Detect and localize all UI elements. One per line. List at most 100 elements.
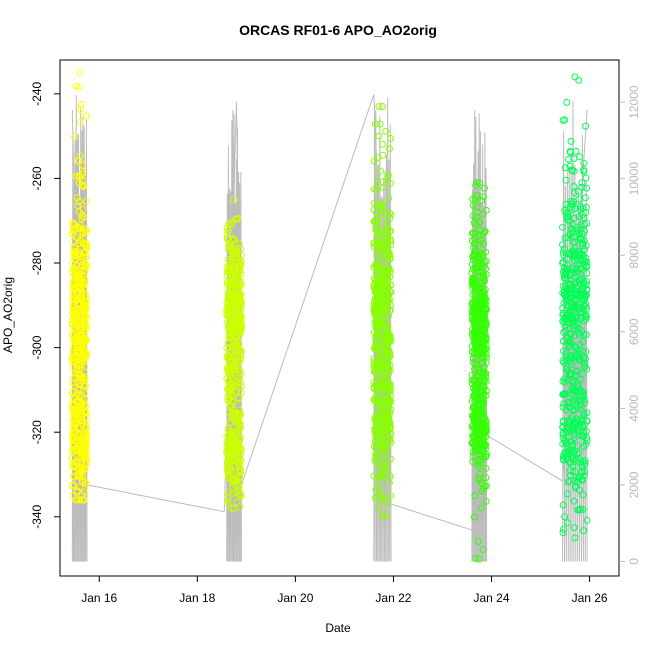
data-point xyxy=(384,324,392,331)
data-point xyxy=(71,369,79,377)
y2-tick-label: 4000 xyxy=(627,395,641,422)
data-point xyxy=(381,261,389,269)
data-point xyxy=(370,363,378,371)
data-point xyxy=(225,395,233,403)
data-point xyxy=(373,234,381,242)
data-point xyxy=(386,228,394,235)
data-point xyxy=(471,445,479,453)
data-point xyxy=(225,474,233,482)
data-point xyxy=(386,437,394,445)
data-point xyxy=(477,293,485,301)
data-point xyxy=(574,506,582,514)
data-point xyxy=(475,474,483,482)
data-point xyxy=(575,213,583,220)
data-point xyxy=(480,415,488,423)
data-point xyxy=(571,395,579,403)
data-point xyxy=(376,457,384,464)
data-point xyxy=(236,445,244,453)
data-point xyxy=(74,415,82,423)
data-point xyxy=(579,370,587,378)
data-point xyxy=(69,229,77,237)
data-point xyxy=(475,241,483,249)
data-point xyxy=(559,337,567,345)
data-point xyxy=(75,455,83,463)
data-point xyxy=(379,423,387,431)
data-point xyxy=(570,524,578,532)
data-point xyxy=(383,464,391,472)
y-tick-label: -300 xyxy=(30,335,44,359)
data-point xyxy=(470,513,478,521)
data-point xyxy=(72,284,80,292)
data-point xyxy=(75,274,83,282)
data-point xyxy=(562,406,570,414)
data-point xyxy=(223,343,231,351)
data-point xyxy=(563,98,571,106)
data-point xyxy=(469,359,477,367)
data-point xyxy=(560,299,568,307)
data-point xyxy=(81,433,89,441)
data-point xyxy=(82,480,90,488)
data-point xyxy=(573,398,581,405)
data-point xyxy=(382,226,390,234)
data-point xyxy=(76,152,84,160)
data-point xyxy=(471,316,479,324)
data-point xyxy=(575,431,583,439)
data-point xyxy=(373,331,381,338)
data-point xyxy=(580,472,588,480)
data-point xyxy=(72,82,80,90)
data-point xyxy=(379,205,387,213)
data-point xyxy=(386,361,394,369)
data-point xyxy=(383,499,391,506)
data-point xyxy=(374,398,382,406)
data-point xyxy=(377,348,385,356)
altitude-segment xyxy=(486,434,563,482)
data-point xyxy=(479,346,487,354)
data-point xyxy=(79,235,87,243)
data-point xyxy=(566,356,574,364)
data-point xyxy=(469,265,477,273)
data-point xyxy=(228,220,236,228)
data-point xyxy=(79,177,87,185)
data-point xyxy=(83,459,91,467)
data-point xyxy=(382,431,390,439)
data-point xyxy=(226,349,234,356)
data-point xyxy=(480,272,488,280)
data-point xyxy=(371,343,379,351)
data-point xyxy=(475,463,483,471)
data-point xyxy=(469,355,477,363)
data-point xyxy=(226,464,234,472)
data-point xyxy=(77,340,85,348)
chart-title: ORCAS RF01-6 APO_AO2orig xyxy=(239,22,437,38)
data-point xyxy=(78,181,86,189)
data-point xyxy=(235,283,242,291)
data-point xyxy=(559,259,567,267)
data-point xyxy=(78,212,86,219)
data-point xyxy=(228,253,236,261)
data-point xyxy=(225,323,233,331)
data-point xyxy=(562,312,570,320)
data-point xyxy=(78,288,85,296)
data-point xyxy=(374,279,382,286)
data-point xyxy=(69,482,77,490)
data-point xyxy=(566,230,574,238)
data-point xyxy=(562,365,570,373)
data-point xyxy=(225,388,233,396)
data-point xyxy=(79,374,87,382)
data-point xyxy=(382,413,389,421)
data-point xyxy=(78,261,86,269)
data-point xyxy=(470,240,478,248)
data-point xyxy=(482,336,490,344)
data-point xyxy=(223,272,231,280)
data-point xyxy=(79,471,87,479)
data-point xyxy=(387,237,395,245)
data-point xyxy=(482,296,490,304)
data-point xyxy=(379,140,387,148)
series-rf05 xyxy=(559,73,591,542)
data-point xyxy=(69,463,77,471)
data-point xyxy=(76,225,84,233)
data-point xyxy=(475,259,483,266)
data-point xyxy=(575,350,583,358)
data-point xyxy=(232,248,240,256)
data-point xyxy=(226,462,234,470)
data-point xyxy=(561,116,569,124)
